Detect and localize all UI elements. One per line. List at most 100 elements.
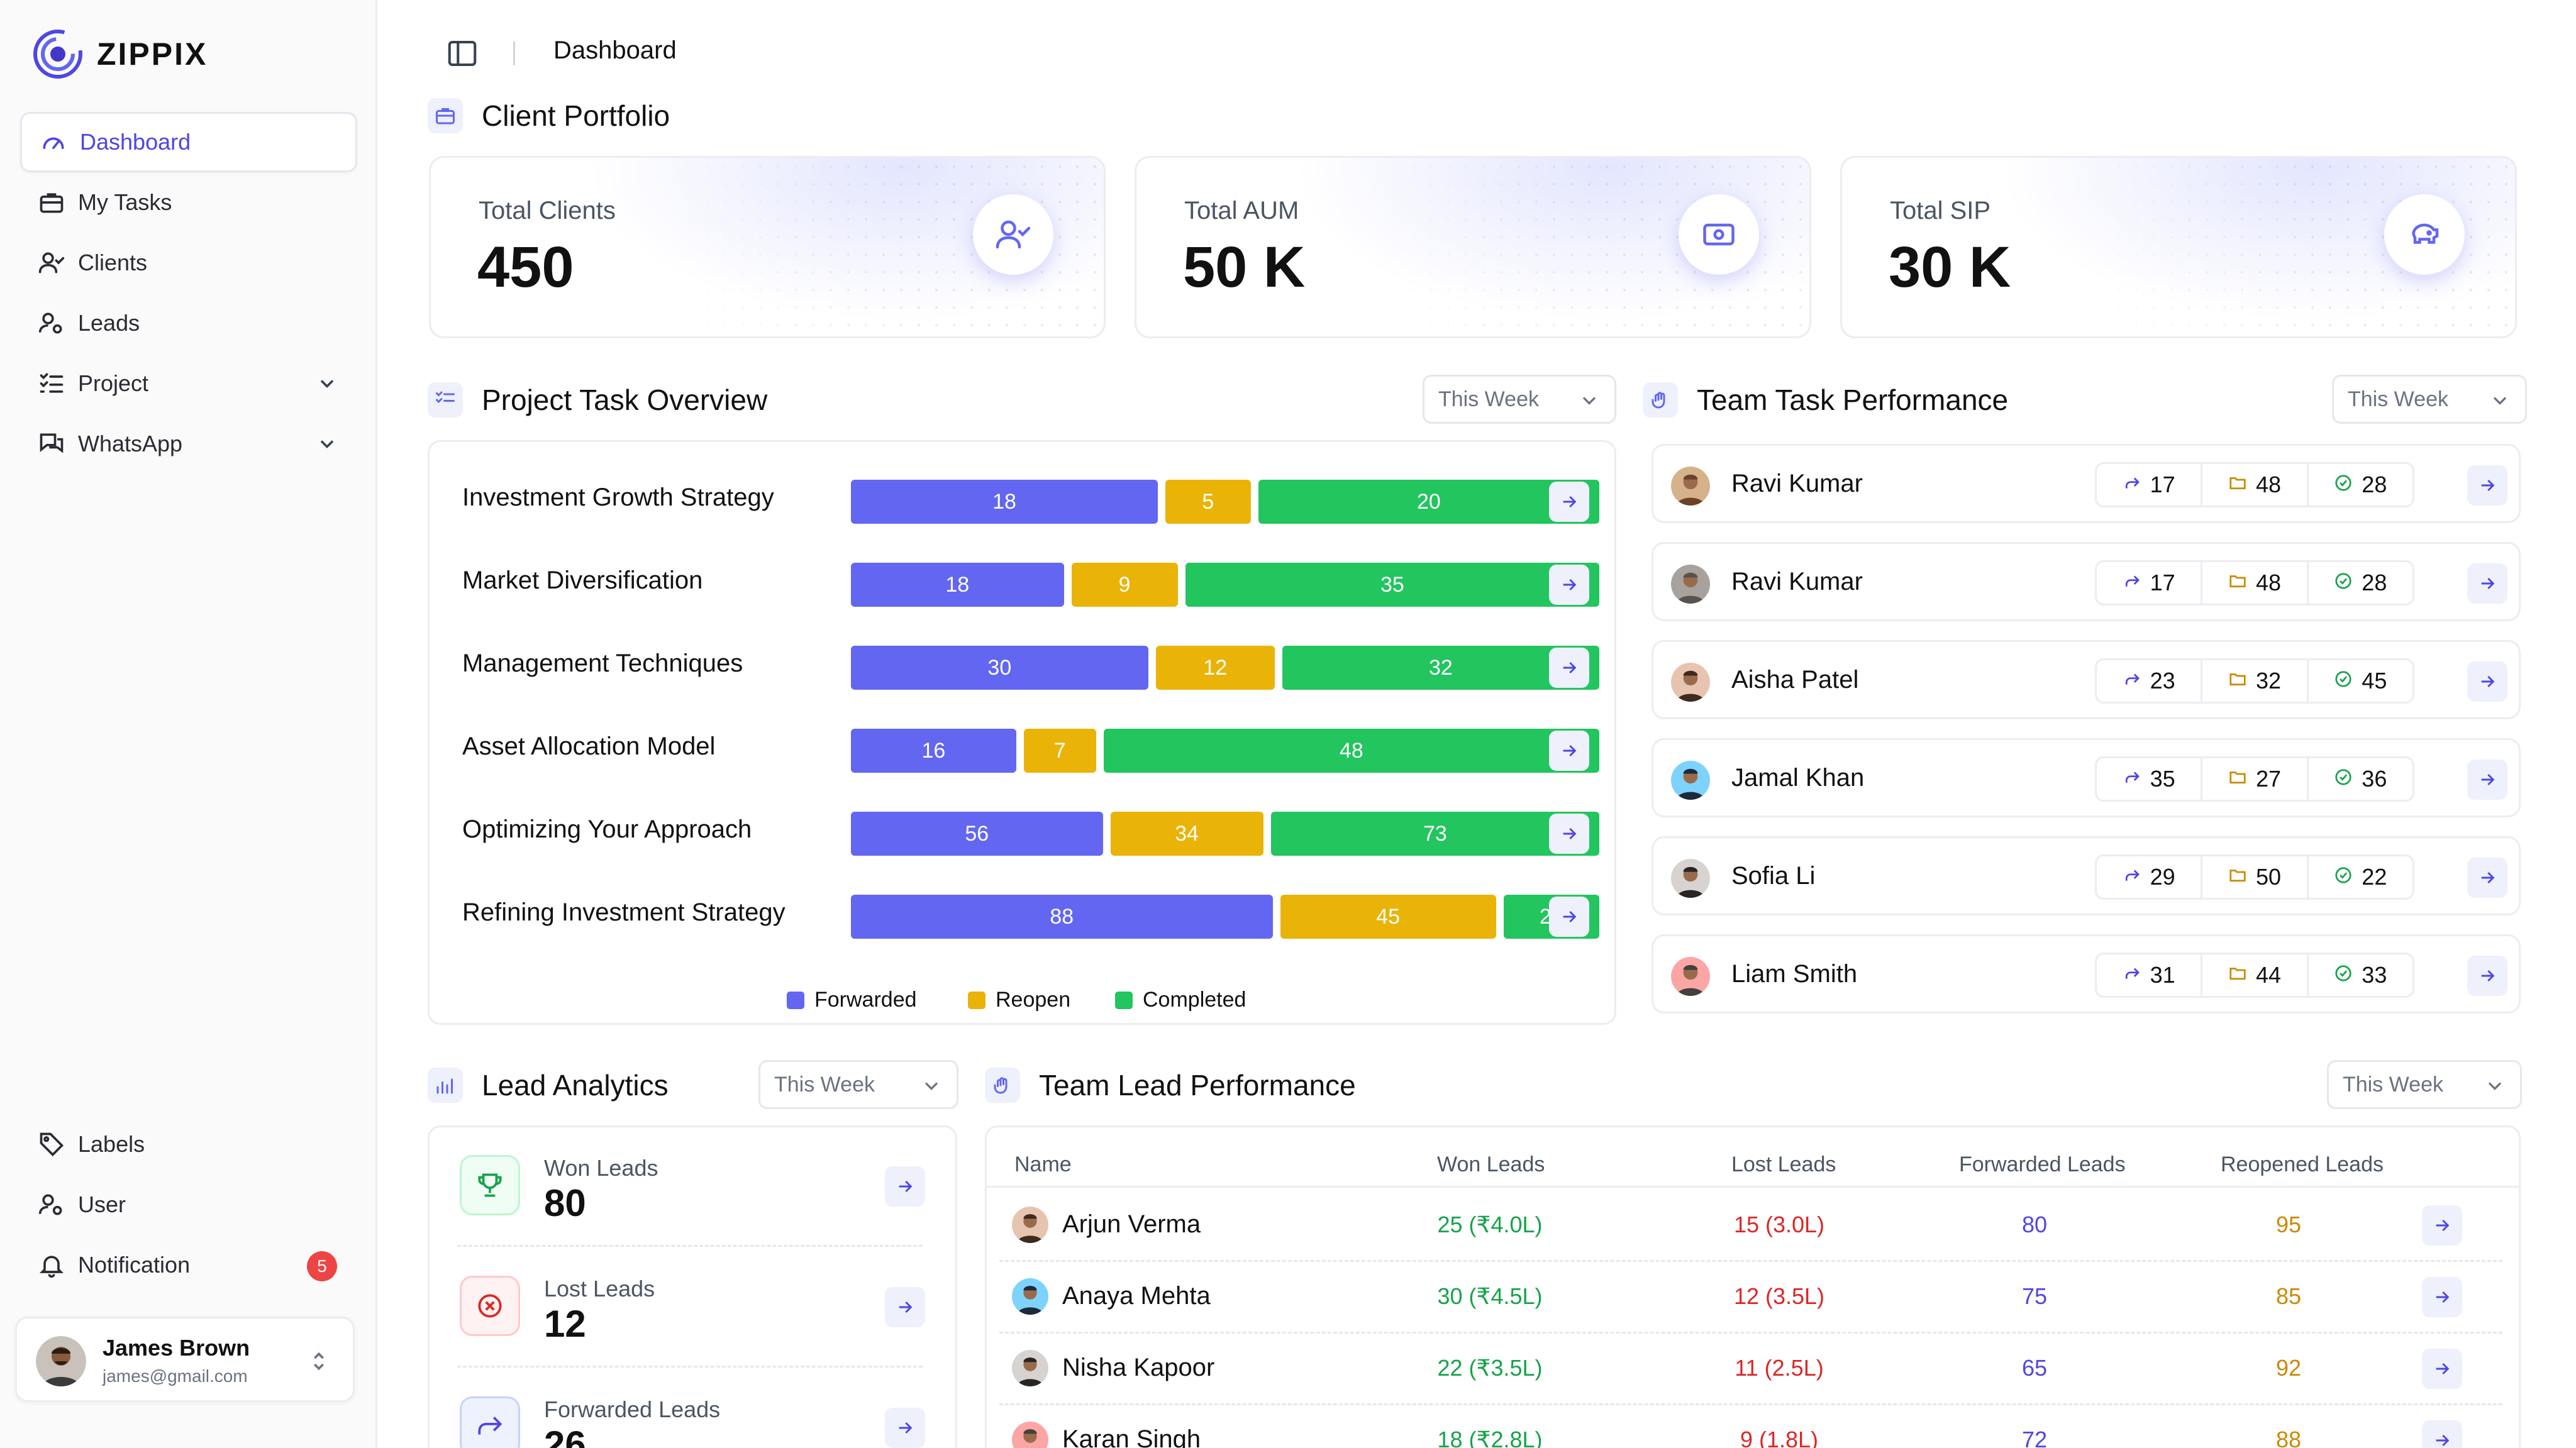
team-lead-table: Name Won Leads Lost Leads Forwarded Lead… (985, 1125, 2521, 1448)
lead-stat-lost: Lost Leads 12 (457, 1248, 925, 1368)
sidebar-item-label: Notification (78, 1252, 191, 1278)
bar-reopen: 45 (1280, 895, 1496, 939)
won-leads-cell: 22 (₹3.5L) (1437, 1355, 1543, 1381)
chevron-down-icon[interactable] (316, 433, 338, 455)
stat-value: 30 K (1889, 235, 2011, 299)
arrow-right-icon[interactable] (1549, 814, 1589, 854)
arrow-right-icon[interactable] (1549, 565, 1589, 605)
arrow-right-icon[interactable] (2422, 1205, 2462, 1246)
reopen-count: 32 (2202, 660, 2309, 702)
member-name: Anaya Mehta (1062, 1282, 1211, 1310)
bar-forwarded: 16 (851, 729, 1016, 773)
arrow-right-icon[interactable] (1549, 731, 1589, 771)
arrow-right-icon[interactable] (2467, 563, 2507, 604)
completed-count: 36 (2309, 758, 2412, 800)
team-task-row: Jamal Khan 35 27 36 (1652, 738, 2521, 817)
sidebar-item-whatsapp[interactable]: WhatsApp (20, 414, 357, 474)
arrow-right-icon[interactable] (1549, 482, 1589, 522)
sidebar-item-label: Labels (78, 1131, 145, 1157)
notification-badge: 5 (307, 1251, 337, 1281)
arrow-right-icon[interactable] (2467, 956, 2507, 996)
section-title-text: Client Portfolio (482, 99, 670, 132)
forwarded-leads-cell: 75 (2021, 1283, 2048, 1309)
sidebar-item-leads[interactable]: Leads (20, 293, 357, 353)
forwarded-count: 29 (2097, 856, 2203, 898)
x-circle-icon (460, 1276, 520, 1336)
stat-card-total-clients: Total Clients 450 (429, 156, 1106, 338)
user-gear-icon (36, 308, 67, 338)
team-task-row: Liam Smith 31 44 33 (1652, 934, 2521, 1014)
folder-icon (2228, 766, 2256, 792)
reopen-count: 48 (2202, 562, 2309, 604)
team-task-period-select[interactable]: This Week (2332, 375, 2527, 424)
bell-icon (36, 1250, 67, 1280)
task-stats: 35 27 36 (2095, 756, 2414, 802)
bar-reopen: 7 (1023, 729, 1096, 773)
completed-count: 22 (2309, 856, 2412, 898)
lead-stat-forwarded: Forwarded Leads 26 (457, 1369, 925, 1448)
stat-card-total-aum: Total AUM 50 K (1135, 156, 1811, 338)
chevron-down-icon[interactable] (316, 372, 338, 395)
sidebar-item-user[interactable]: User (20, 1174, 357, 1235)
user-menu[interactable]: James Brown james@gmail.com (15, 1317, 355, 1402)
avatar (1012, 1207, 1048, 1243)
task-stats: 23 32 45 (2095, 658, 2414, 704)
project-overview-period-select[interactable]: This Week (1423, 375, 1616, 424)
stat-label: Total Clients (479, 197, 616, 224)
chevron-up-down-icon[interactable] (306, 1349, 331, 1374)
team-lead-period-select[interactable]: This Week (2327, 1060, 2522, 1109)
sidebar-item-project[interactable]: Project (20, 353, 357, 414)
arrow-right-icon[interactable] (2467, 465, 2507, 506)
forward-icon (460, 1396, 520, 1448)
stat-value: 450 (477, 235, 574, 299)
lead-stat-label: Won Leads (544, 1155, 658, 1181)
divider (513, 41, 515, 65)
sidebar-item-label: Dashboard (80, 129, 191, 155)
arrow-right-icon[interactable] (885, 1287, 925, 1327)
lead-analytics-period-select[interactable]: This Week (758, 1060, 958, 1109)
member-name: Jamal Khan (1731, 764, 1865, 792)
forwarded-count: 35 (2097, 758, 2203, 800)
project-row: Optimizing Your Approach 56 34 73 (430, 805, 1614, 856)
bar-forwarded: 88 (851, 895, 1273, 939)
list-checks-icon (428, 382, 463, 417)
section-title-team-task: Team Task Performance (1643, 382, 2008, 417)
column-header-lost-leads: Lost Leads (1731, 1152, 1836, 1176)
reopened-leads-cell: 92 (2275, 1355, 2302, 1381)
folder-icon (2228, 962, 2256, 988)
sidebar-item-notification[interactable]: Notification 5 (20, 1235, 357, 1295)
stat-label: Total AUM (1184, 197, 1299, 224)
arrow-right-icon[interactable] (2467, 858, 2507, 898)
avatar (36, 1336, 86, 1386)
sidebar-item-my-tasks[interactable]: My Tasks (20, 172, 357, 233)
task-stats: 17 48 28 (2095, 462, 2414, 507)
arrow-right-icon[interactable] (2422, 1349, 2462, 1389)
sidebar-item-labels[interactable]: Labels (20, 1114, 357, 1174)
sidebar-toggle-icon[interactable] (445, 36, 479, 70)
project-name: Optimizing Your Approach (462, 815, 752, 843)
avatar (1012, 1350, 1048, 1386)
team-task-row: Sofia Li 29 50 22 (1652, 836, 2521, 915)
breadcrumb: Dashboard (553, 36, 677, 64)
completed-count: 33 (2309, 954, 2412, 996)
bar-completed: 35 (1185, 563, 1599, 607)
logo[interactable]: ZIPPIX (33, 28, 208, 80)
bar-forwarded: 18 (851, 563, 1064, 607)
arrow-right-icon[interactable] (2467, 661, 2507, 702)
arrow-right-icon[interactable] (885, 1408, 925, 1448)
avatar (1671, 467, 1710, 506)
arrow-right-icon[interactable] (1549, 648, 1589, 688)
arrow-right-icon[interactable] (2467, 760, 2507, 800)
project-row: Management Techniques 30 12 32 (430, 639, 1614, 690)
arrow-right-icon[interactable] (1549, 897, 1589, 937)
column-header-forwarded-leads: Forwarded Leads (1959, 1152, 2126, 1176)
sidebar-item-clients[interactable]: Clients (20, 233, 357, 293)
table-header: Name Won Leads Lost Leads Forwarded Lead… (987, 1127, 2519, 1188)
arrow-right-icon[interactable] (2422, 1277, 2462, 1317)
reopened-leads-cell: 88 (2275, 1427, 2302, 1448)
table-row: Arjun Verma 25 (₹4.0L) 15 (3.0L) 80 95 (999, 1190, 2502, 1262)
arrow-right-icon[interactable] (2422, 1420, 2462, 1448)
sidebar-item-dashboard[interactable]: Dashboard (20, 112, 357, 172)
arrow-right-icon[interactable] (885, 1166, 925, 1207)
legend-item-completed: Completed (1115, 988, 1246, 1012)
